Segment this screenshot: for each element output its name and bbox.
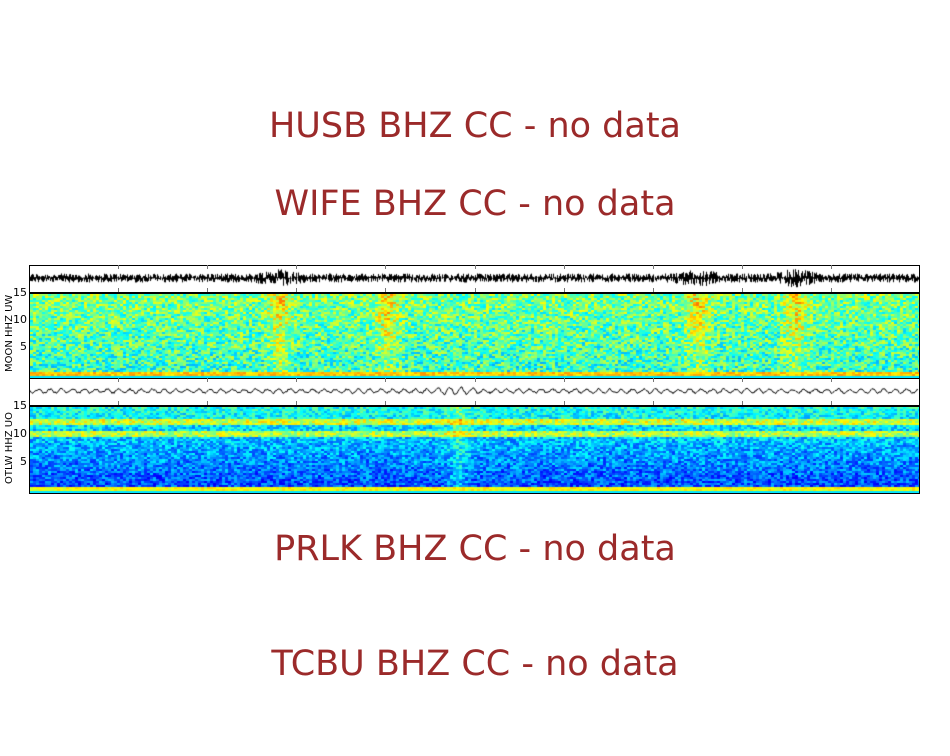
x-tick [207,378,208,382]
husb-no-data-message: HUSB BHZ CC - no data [268,106,682,146]
x-tick [564,265,565,269]
tcbu-no-data-message: TCBU BHZ CC - no data [271,644,679,684]
x-tick [296,265,297,269]
x-tick [475,401,476,405]
x-tick [296,288,297,292]
x-tick [118,378,119,382]
otlw-ytick-5: 5 [20,455,27,468]
x-tick [742,265,743,269]
x-tick [831,265,832,269]
x-tick [385,265,386,269]
otlw-panel [29,378,920,494]
x-tick [564,378,565,382]
moon-spectrogram [29,292,920,379]
x-tick [742,288,743,292]
x-tick [207,288,208,292]
x-tick [385,378,386,382]
x-tick [742,378,743,382]
otlw-spectrogram [29,405,920,494]
x-tick [118,288,119,292]
moon-ytick-15: 15 [13,286,27,299]
x-tick [831,401,832,405]
otlw-ytick-10: 10 [13,427,27,440]
x-tick [385,288,386,292]
x-tick [296,401,297,405]
x-tick [207,265,208,269]
otlw-ylabel: OTLW HHZ UO [4,412,15,484]
x-tick [831,288,832,292]
x-tick [653,401,654,405]
x-tick [475,378,476,382]
moon-panel [29,265,920,379]
x-tick [385,401,386,405]
x-tick [118,401,119,405]
moon-ytick-5: 5 [20,340,27,353]
otlw-ytick-15: 15 [13,399,27,412]
x-tick [564,288,565,292]
x-tick [564,401,565,405]
moon-ylabel: MOON HHZ UW [4,294,15,372]
moon-waveform [29,265,920,293]
x-tick [653,288,654,292]
x-tick [296,378,297,382]
x-tick [831,378,832,382]
x-tick [118,265,119,269]
x-tick [475,288,476,292]
moon-ytick-10: 10 [13,313,27,326]
x-tick [653,265,654,269]
x-tick [207,401,208,405]
prlk-no-data-message: PRLK BHZ CC - no data [274,529,676,569]
x-tick [742,401,743,405]
x-tick [653,378,654,382]
x-tick [475,265,476,269]
wife-no-data-message: WIFE BHZ CC - no data [274,184,676,224]
